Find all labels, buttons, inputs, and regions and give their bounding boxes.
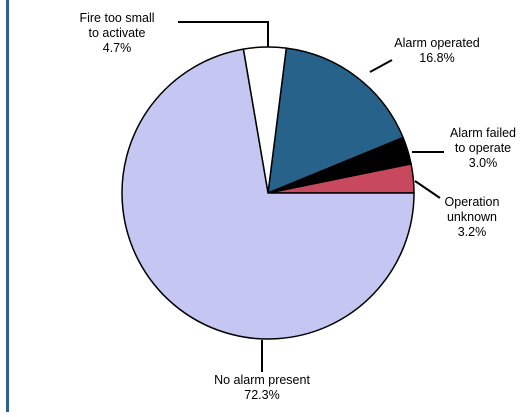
slice-name-label: Operation — [445, 195, 500, 209]
leader-line — [178, 21, 269, 47]
slice-value-label: 16.8% — [419, 51, 454, 65]
slice-value-label: 3.2% — [458, 225, 487, 239]
pie-slice — [121, 48, 415, 340]
pie-slice — [267, 47, 405, 195]
slice-value-label: 3.0% — [469, 156, 498, 170]
slice-name-label: unknown — [447, 210, 497, 224]
leader-line — [369, 59, 393, 73]
slice-name-label: to activate — [89, 26, 146, 40]
slice-name-label: Alarm operated — [394, 36, 480, 50]
leader-line — [414, 180, 441, 199]
slice-name-label: to operate — [455, 141, 511, 155]
slice-name-label: No alarm present — [214, 373, 310, 387]
left-border-rule — [6, 0, 9, 412]
slice-value-label: 4.7% — [103, 41, 132, 55]
slice-value-label: 72.3% — [244, 388, 279, 402]
slice-name-label: Fire too small — [79, 11, 154, 25]
slice-name-label: Alarm failed — [450, 126, 516, 140]
